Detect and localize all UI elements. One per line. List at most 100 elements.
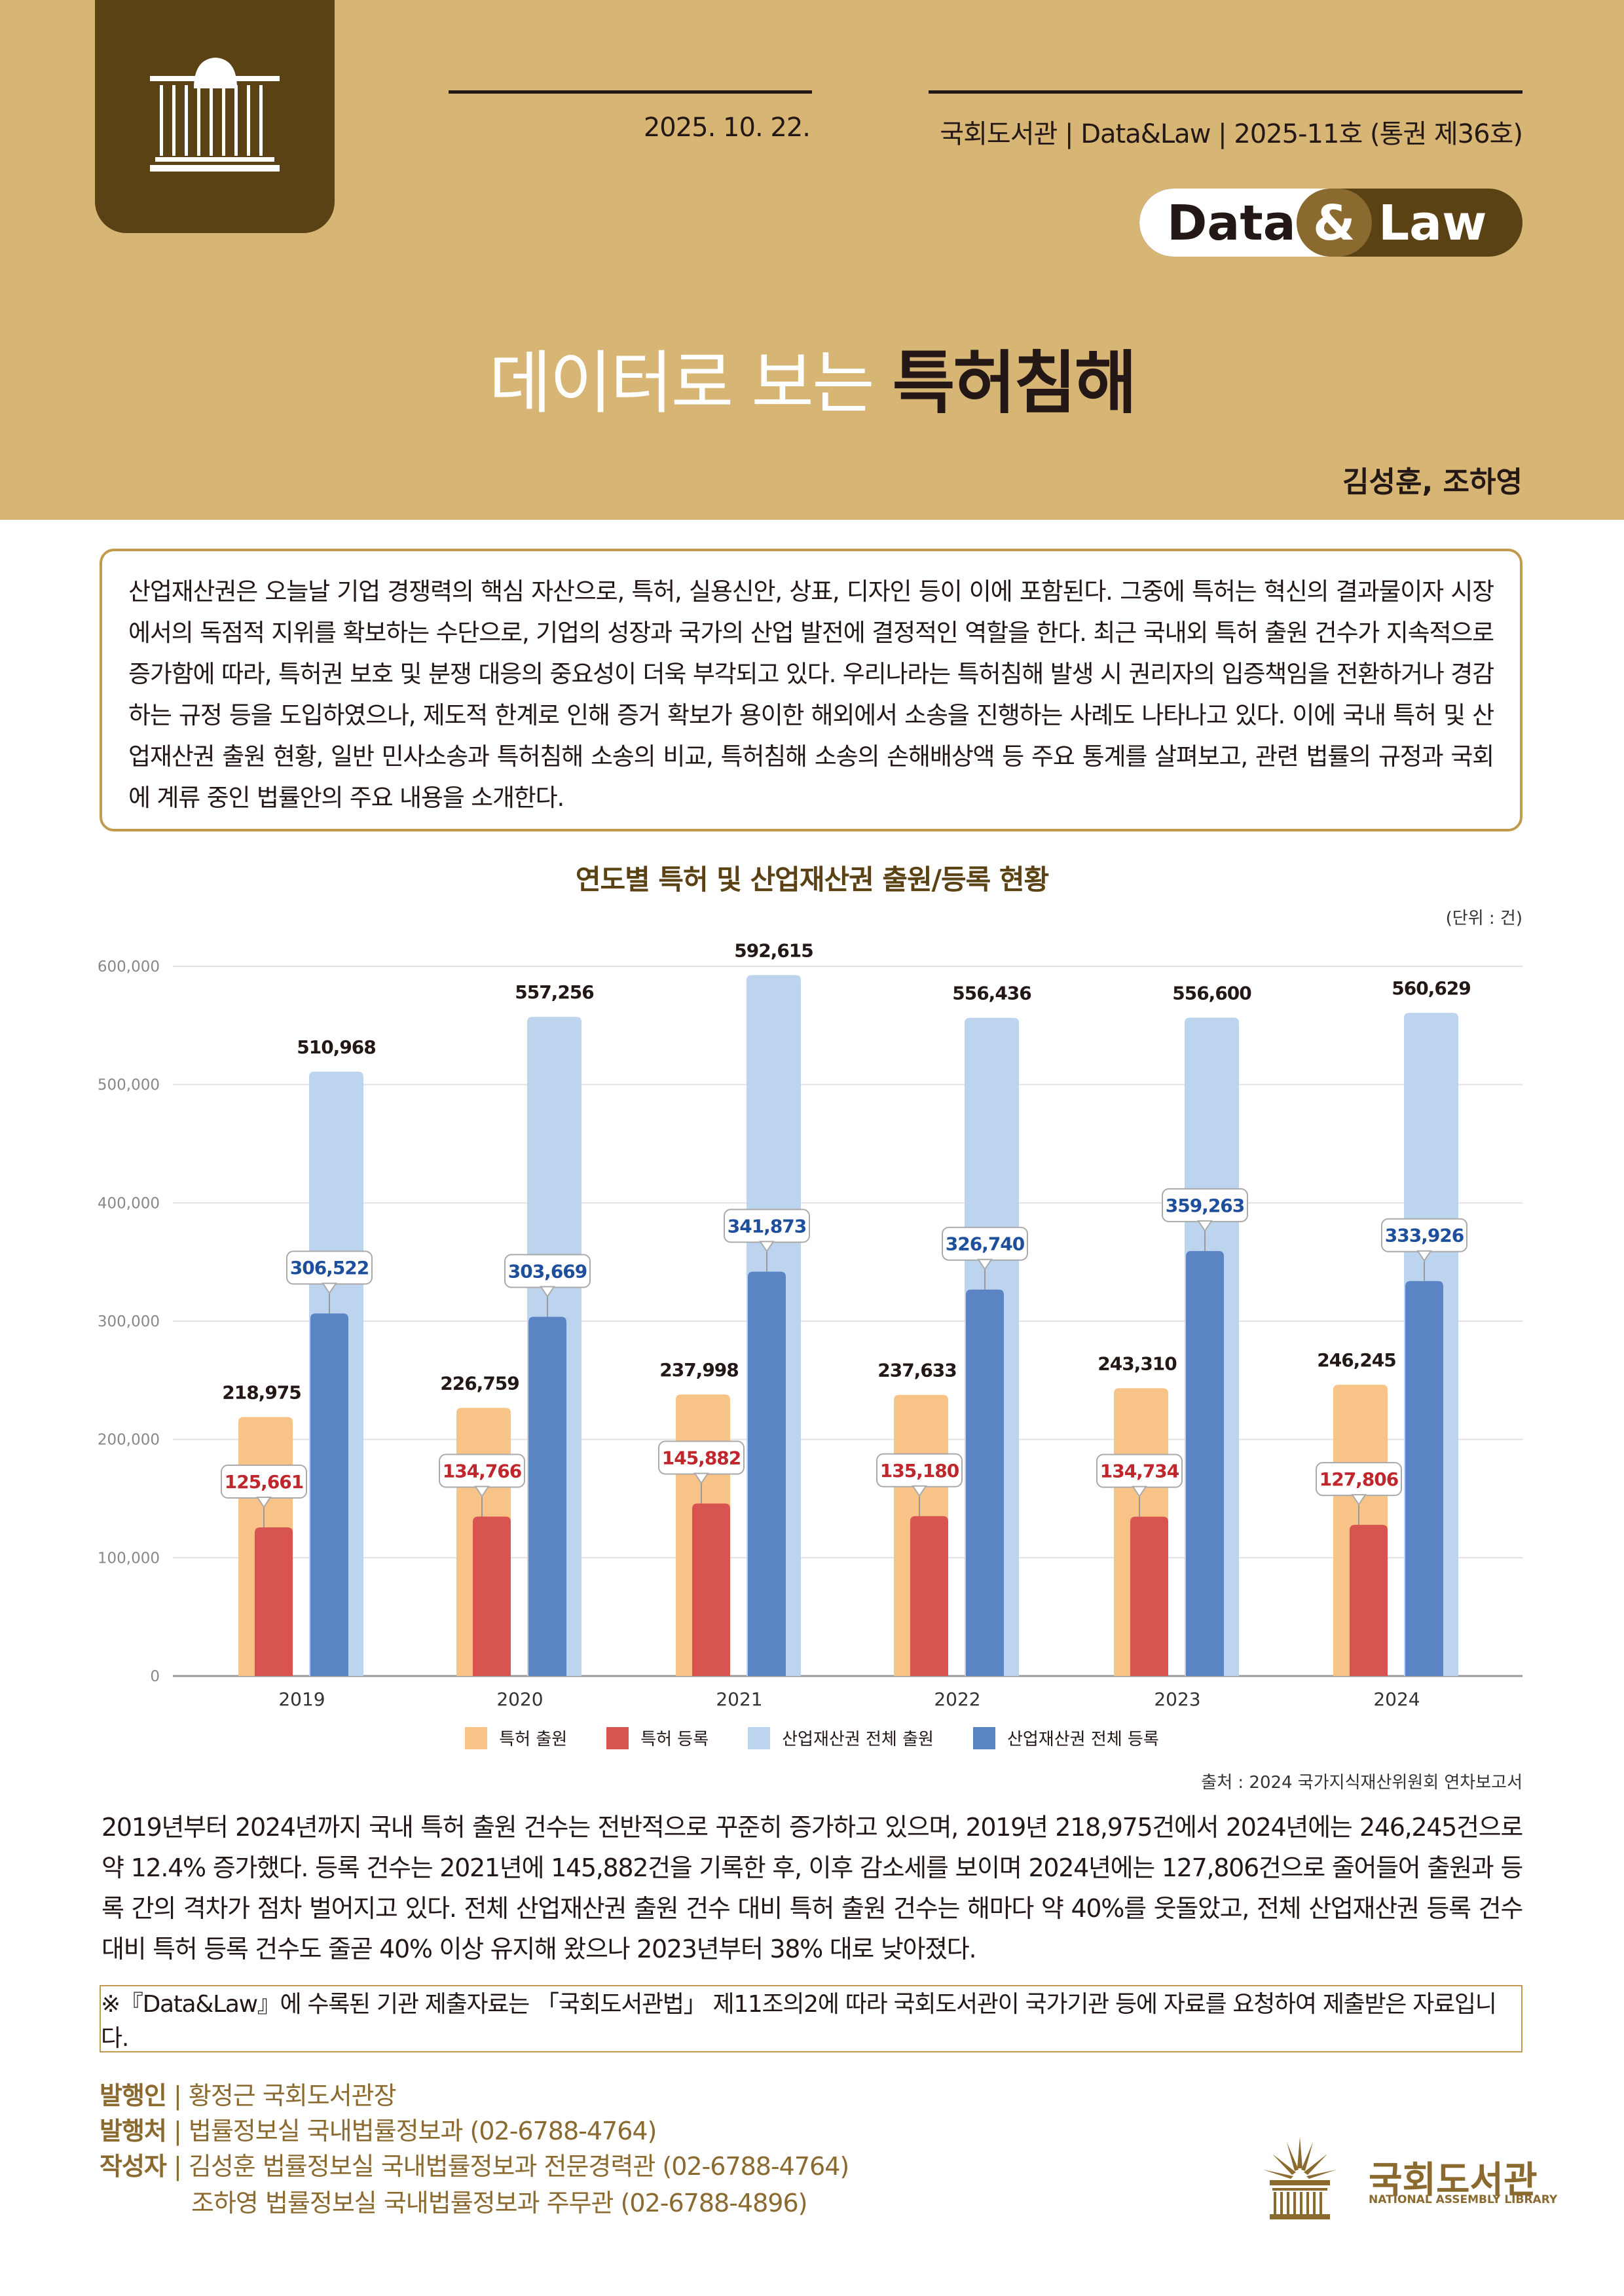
- value: 김성훈 법률정보실 국내법률정보과 전문경력관 (02-6788-4764): [188, 2152, 849, 2181]
- x-tick-label: 2023: [1154, 1688, 1200, 1710]
- page-title: 데이터로 보는 특허침해: [0, 327, 1624, 426]
- value-label: 510,968: [297, 1036, 376, 1058]
- callout-patent-registration: 127,806: [1320, 1468, 1399, 1490]
- logo-subtitle: NATIONAL ASSEMBLY LIBRARY: [1369, 2193, 1558, 2206]
- header-tab: [95, 0, 335, 233]
- y-tick-label: 100,000: [98, 1550, 160, 1567]
- y-tick-label: 400,000: [98, 1195, 160, 1212]
- legend-label: 특허 출원: [499, 1730, 568, 1749]
- callout-patent-registration: 125,661: [225, 1471, 304, 1493]
- authors: 김성훈, 조하영: [1342, 465, 1522, 499]
- callout-tail: [540, 1286, 555, 1298]
- assembly-building-icon: [150, 58, 280, 172]
- callout-ip-total-registration: 341,873: [728, 1215, 807, 1237]
- x-tick-label: 2019: [278, 1688, 325, 1710]
- badge-amp: &: [1313, 195, 1356, 251]
- legend-swatch: [748, 1726, 771, 1749]
- callout-ip-total-registration: 306,522: [290, 1257, 369, 1279]
- intro-box: 산업재산권은 오늘날 기업 경쟁력의 핵심 자산으로, 특허, 실용신안, 상표…: [100, 549, 1522, 831]
- callout-ip-total-registration: 303,669: [508, 1260, 587, 1282]
- legend-swatch: [972, 1726, 995, 1749]
- chart-unit: (단위 : 건): [1445, 909, 1522, 928]
- logo-text: 국회도서관: [1369, 2159, 1538, 2202]
- callout-tail: [977, 1258, 993, 1271]
- callout-tail: [759, 1241, 775, 1253]
- y-tick-label: 500,000: [98, 1077, 160, 1094]
- chart-title: 연도별 특허 및 산업재산권 출원/등록 현황: [575, 864, 1049, 896]
- footer-writer2: 조하영 법률정보실 국내법률정보과 주무관 (02-6788-4896): [191, 2189, 807, 2217]
- legend-swatch: [465, 1726, 488, 1749]
- value: 황정근 국회도서관장: [188, 2081, 397, 2110]
- bar-chart: 0 100,000 200,000 300,000 400,000 500,000 600,…: [98, 939, 1522, 1710]
- callout-tail: [912, 1485, 927, 1497]
- issue-date: 2025. 10. 22.: [643, 113, 811, 143]
- y-tick-label: 600,000: [98, 958, 160, 975]
- footer-issuer: 발행처 | 법률정보실 국내법률정보과 (02-6788-4764): [100, 2117, 657, 2145]
- legend-item: 특허 등록: [606, 1726, 709, 1750]
- value-label: 243,310: [1098, 1353, 1177, 1374]
- label: 발행처: [100, 2117, 167, 2145]
- callout-ip-total-registration: 333,926: [1385, 1225, 1464, 1247]
- legend-item: 산업재산권 전체 출원: [748, 1726, 934, 1750]
- value-label: 218,975: [222, 1381, 301, 1403]
- footer-writer: 작성자 | 김성훈 법률정보실 국내법률정보과 전문경력관 (02-6788-4…: [100, 2152, 849, 2181]
- x-tick-label: 2024: [1373, 1688, 1420, 1710]
- bar-patent-registration: [910, 1516, 948, 1676]
- value-label: 557,256: [515, 981, 594, 1003]
- legend-swatch: [606, 1726, 629, 1749]
- title-light: 데이터로 보는: [489, 343, 875, 423]
- callout-tail: [474, 1485, 490, 1498]
- x-tick-label: 2021: [716, 1688, 762, 1710]
- value: 법률정보실 국내법률정보과 (02-6788-4764): [188, 2117, 657, 2145]
- callout-tail: [1132, 1485, 1147, 1498]
- bar-ip-total-registration: [528, 1317, 566, 1676]
- value-label: 560,629: [1392, 977, 1471, 999]
- bar-patent-registration: [692, 1503, 730, 1676]
- callout-patent-registration: 134,766: [443, 1461, 522, 1482]
- value-label: 246,245: [1317, 1349, 1396, 1371]
- bar-patent-registration: [473, 1516, 511, 1676]
- chart-source: 출처 : 2024 국가지식재산위원회 연차보고서: [1201, 1773, 1522, 1793]
- bar-patent-registration: [1350, 1525, 1388, 1676]
- legend-label: 산업재산권 전체 출원: [782, 1730, 934, 1749]
- note-text: ※『Data&Law』에 수록된 기관 제출자료는 「국회도서관법」 제11조의…: [101, 1990, 1497, 2052]
- callout-tail: [256, 1496, 272, 1508]
- value-label: 226,759: [440, 1372, 519, 1394]
- y-tick-label: 0: [150, 1668, 160, 1685]
- bar-ip-total-registration: [310, 1313, 348, 1676]
- value-label: 592,615: [734, 939, 813, 961]
- footer-publisher: 발행인 | 황정근 국회도서관장: [100, 2081, 397, 2110]
- callout-tail: [693, 1472, 709, 1485]
- value-label: 237,998: [659, 1359, 739, 1381]
- callout-tail: [1351, 1494, 1367, 1506]
- callout-tail: [1416, 1250, 1432, 1262]
- chart-legend: 특허 출원 특허 등록 산업재산권 전체 출원 산업재산권 전체 등록: [0, 1726, 1624, 1750]
- callout-patent-registration: 145,882: [662, 1447, 741, 1468]
- bar-ip-total-registration: [1405, 1281, 1443, 1676]
- legend-item: 특허 출원: [465, 1726, 567, 1750]
- legend-label: 특허 등록: [640, 1730, 709, 1749]
- bar-ip-total-registration: [748, 1271, 786, 1676]
- value-label: 556,600: [1172, 982, 1251, 1004]
- legend-label: 산업재산권 전체 등록: [1006, 1730, 1159, 1749]
- analysis-paragraph: 2019년부터 2024년까지 국내 특허 출원 건수는 전반적으로 꾸준히 증…: [101, 1813, 1523, 1963]
- y-tick-label: 300,000: [98, 1313, 160, 1330]
- divider: [929, 90, 1522, 94]
- title-bold: 특허침해: [892, 343, 1137, 423]
- callout-ip-total-registration: 359,263: [1166, 1195, 1245, 1216]
- library-logo-icon: [1263, 2137, 1337, 2219]
- publication-info: 국회도서관 | Data&Law | 2025-11호 (통권 제36호): [940, 119, 1523, 149]
- note-box: ※『Data&Law』에 수록된 기관 제출자료는 「국회도서관법」 제11조의…: [100, 1985, 1522, 2052]
- badge-law: Law: [1378, 195, 1487, 251]
- value-label: 556,436: [952, 983, 1031, 1004]
- callout-patent-registration: 134,734: [1100, 1461, 1179, 1482]
- label: 발행인: [100, 2081, 167, 2110]
- data-law-badge: Data & Law: [1139, 189, 1522, 257]
- bar-ip-total-registration: [1186, 1250, 1224, 1676]
- callout-patent-registration: 135,180: [880, 1460, 959, 1482]
- label: 작성자: [100, 2152, 167, 2181]
- bar-ip-total-registration: [966, 1289, 1004, 1676]
- callout-ip-total-registration: 326,740: [946, 1233, 1025, 1255]
- x-tick-label: 2020: [496, 1688, 543, 1710]
- x-tick-label: 2022: [934, 1688, 980, 1710]
